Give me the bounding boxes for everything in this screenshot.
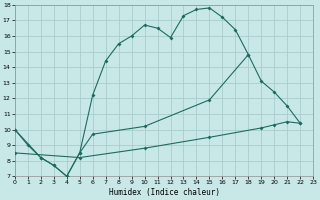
X-axis label: Humidex (Indice chaleur): Humidex (Indice chaleur) — [108, 188, 220, 197]
